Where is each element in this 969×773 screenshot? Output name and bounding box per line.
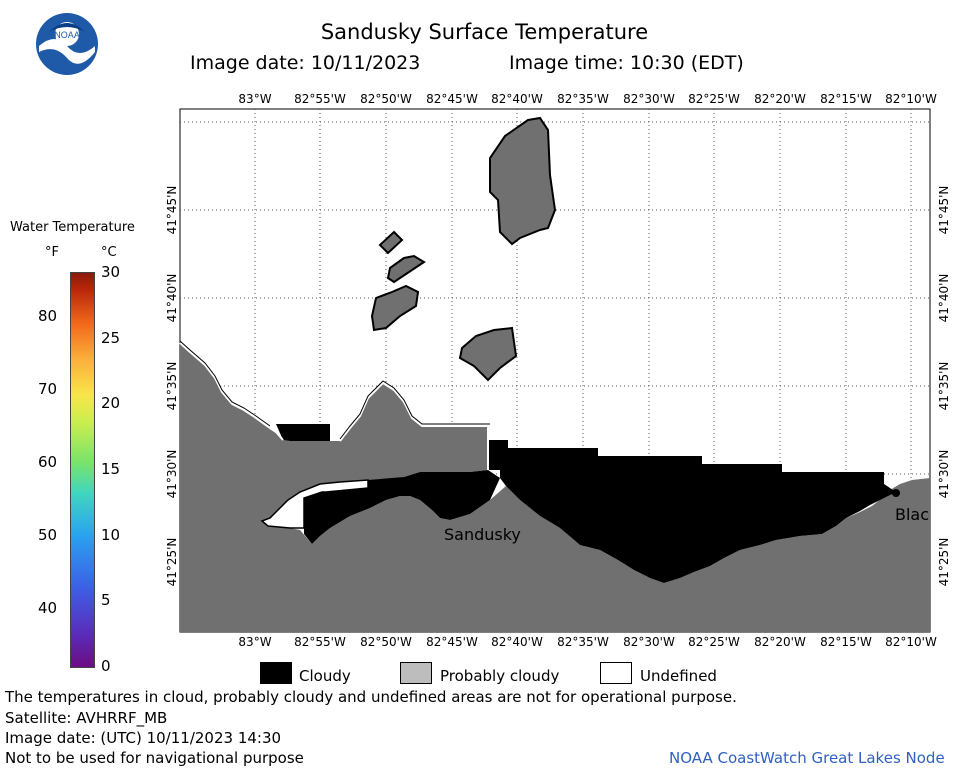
lon-label-bottom: 82°25'W — [688, 635, 740, 649]
legend-undefined-label: Undefined — [640, 667, 717, 685]
lat-label-left: 41°45'N — [165, 185, 179, 235]
lat-label-right: 41°45'N — [937, 185, 951, 235]
image-time: Image time: 10:30 (EDT) — [509, 52, 744, 74]
lon-label-bottom: 82°10'W — [885, 635, 937, 649]
coastline — [179, 342, 489, 470]
svg-text:NOAA: NOAA — [54, 30, 80, 40]
colorbar-title: Water Temperature — [10, 220, 135, 235]
legend-cloudy-swatch — [260, 662, 292, 684]
lon-label-top: 82°45'W — [426, 92, 478, 106]
lat-label-left: 41°40'N — [165, 273, 179, 323]
lon-label-top: 82°20'W — [754, 92, 806, 106]
lon-label-top: 82°50'W — [360, 92, 412, 106]
lon-label-top: 82°25'W — [688, 92, 740, 106]
footer-nav-warning: Not to be used for navigational purpose — [5, 749, 304, 767]
celsius-tick: 10 — [101, 525, 121, 544]
legend-cloudy-label: Cloudy — [299, 667, 351, 685]
coastline-outline — [179, 340, 490, 440]
unit-fahrenheit: °F — [45, 245, 59, 260]
celsius-tick: 30 — [101, 263, 121, 281]
footer-disclaimer: The temperatures in cloud, probably clou… — [5, 688, 737, 706]
footer-satellite: Satellite: AVHRRF_MB — [5, 709, 168, 727]
place-marker — [892, 489, 900, 497]
lon-label-bottom: 83°W — [238, 635, 272, 649]
fahrenheit-tick: 40 — [38, 598, 58, 617]
noaa-logo: NOAA — [35, 12, 99, 80]
lat-label-left: 41°35'N — [165, 361, 179, 411]
lon-label-bottom: 82°35'W — [557, 635, 609, 649]
lon-label-top: 82°55'W — [294, 92, 346, 106]
fahrenheit-tick: 80 — [38, 306, 58, 325]
lat-label-right: 41°30'N — [937, 449, 951, 499]
lat-label-right: 41°35'N — [937, 361, 951, 411]
lon-label-bottom: 82°45'W — [426, 635, 478, 649]
lon-label-bottom: 82°20'W — [754, 635, 806, 649]
lon-label-top: 82°15'W — [820, 92, 872, 106]
offshore-areas — [370, 116, 557, 382]
lon-label-bottom: 82°15'W — [820, 635, 872, 649]
fahrenheit-tick: 60 — [38, 452, 58, 471]
place-sandusky: Sandusky — [444, 525, 521, 544]
place-blac: Blac — [895, 505, 930, 524]
lon-label-top: 82°10'W — [885, 92, 937, 106]
lon-label-top: 82°30'W — [623, 92, 675, 106]
lat-label-right: 41°40'N — [937, 273, 951, 323]
celsius-tick: 5 — [101, 591, 111, 610]
footer-credit: NOAA CoastWatch Great Lakes Node — [669, 749, 945, 767]
lat-label-left: 41°25'N — [165, 537, 179, 587]
image-date: Image date: 10/11/2023 — [190, 52, 421, 74]
lon-label-top: 83°W — [238, 92, 272, 106]
lon-label-bottom: 82°30'W — [623, 635, 675, 649]
lon-label-top: 82°40'W — [491, 92, 543, 106]
unit-celsius: °C — [101, 245, 117, 260]
legend-probably-cloudy-label: Probably cloudy — [440, 667, 560, 685]
fahrenheit-tick: 50 — [38, 525, 58, 544]
lon-label-top: 82°35'W — [557, 92, 609, 106]
celsius-tick: 15 — [101, 460, 121, 478]
celsius-tick: 20 — [101, 394, 121, 413]
cloudy-area — [276, 424, 896, 583]
legend-probably-cloudy-swatch — [400, 662, 432, 684]
celsius-tick: 0 — [101, 657, 111, 675]
legend-undefined-swatch — [600, 662, 632, 684]
lon-label-bottom: 82°50'W — [360, 635, 412, 649]
lon-label-bottom: 82°55'W — [294, 635, 346, 649]
mainland-land — [180, 343, 930, 632]
celsius-tick: 25 — [101, 328, 121, 347]
fahrenheit-tick: 70 — [38, 379, 58, 398]
lat-label-right: 41°25'N — [937, 537, 951, 587]
lon-label-bottom: 82°40'W — [491, 635, 543, 649]
undefined-area — [260, 479, 369, 529]
colorbar — [70, 272, 95, 668]
footer-utc-date: Image date: (UTC) 10/11/2023 14:30 — [5, 729, 282, 747]
map-title: Sandusky Surface Temperature — [320, 20, 649, 44]
lat-label-left: 41°30'N — [165, 449, 179, 499]
